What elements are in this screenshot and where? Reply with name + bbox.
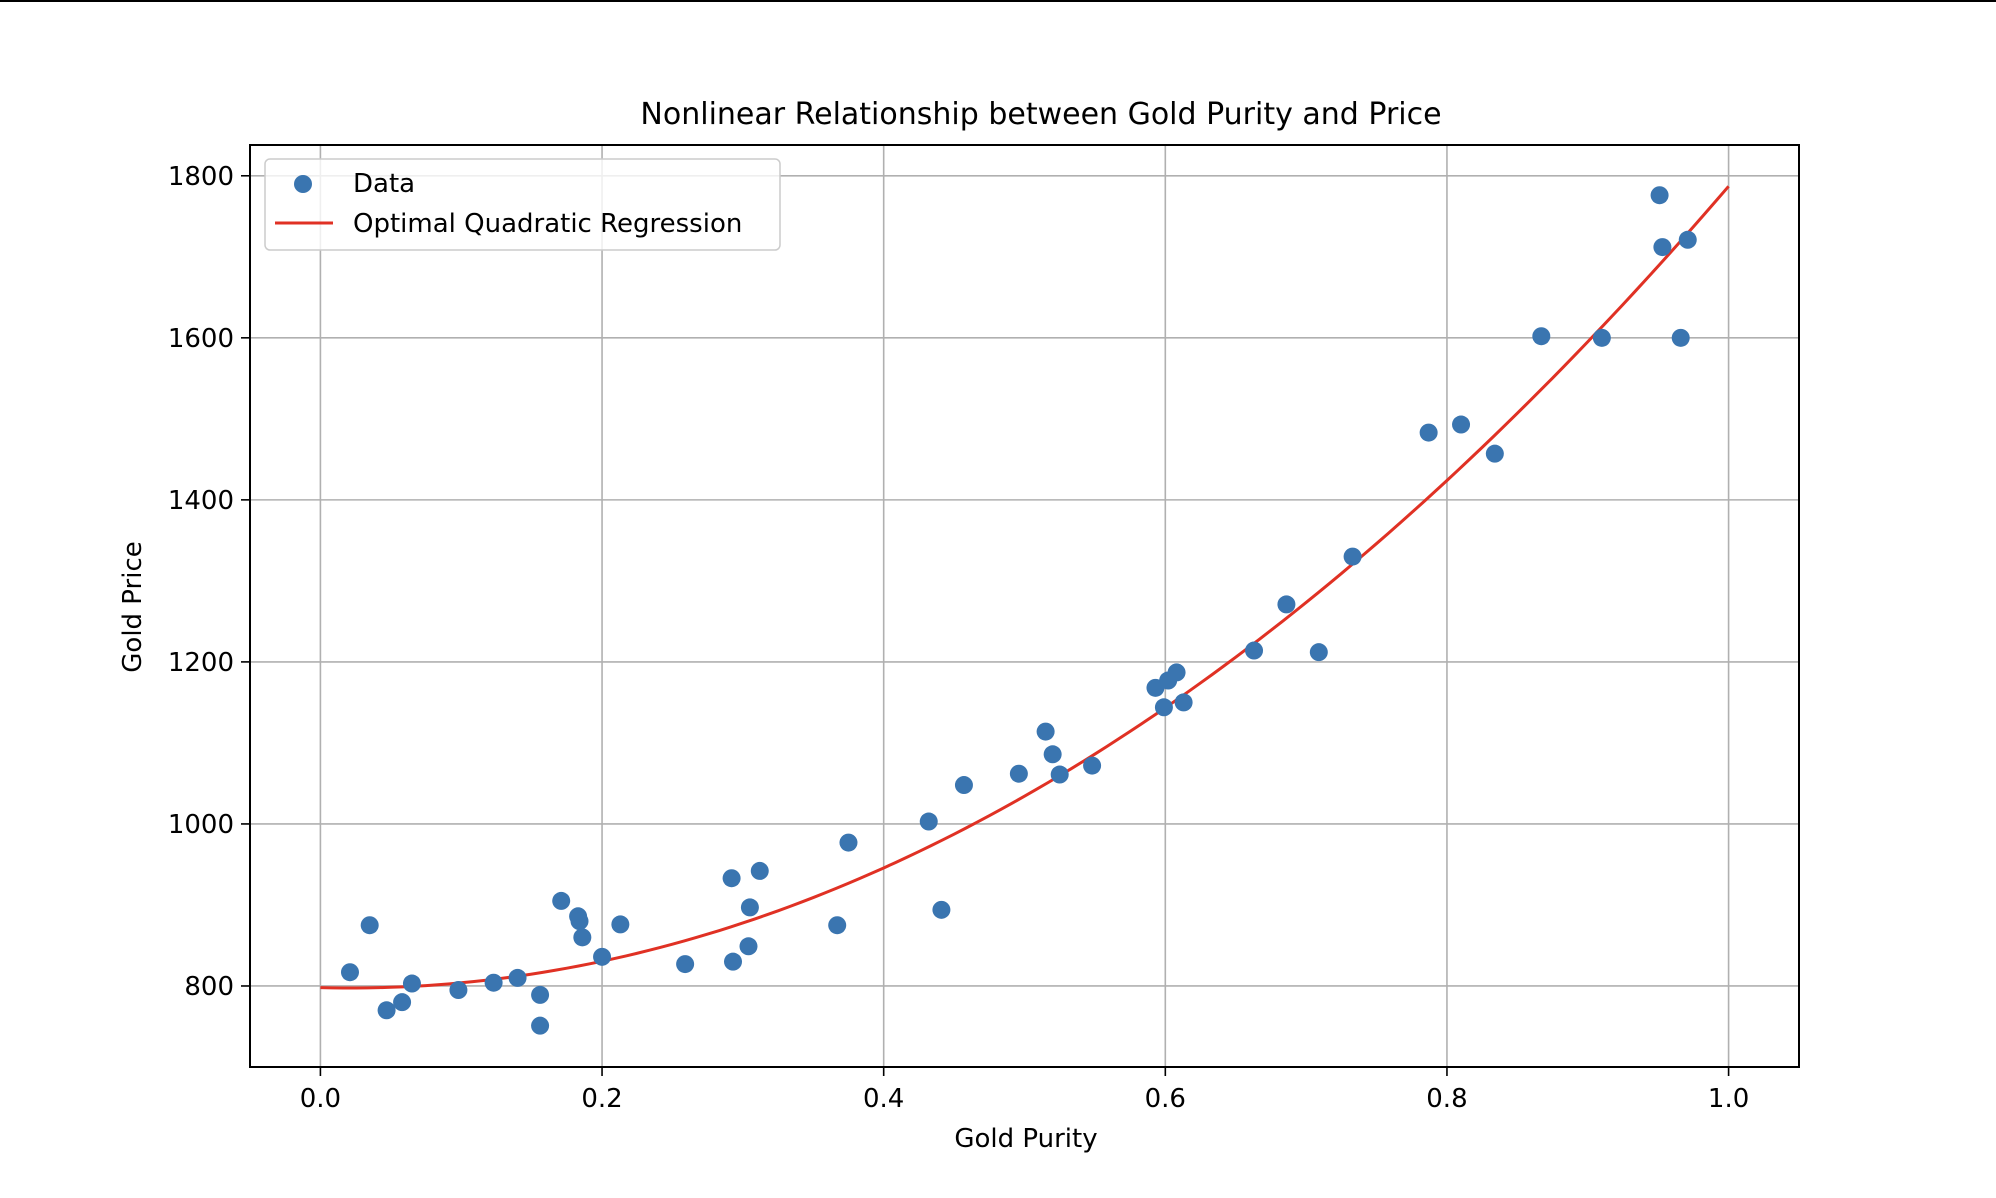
data-point	[1343, 547, 1362, 566]
data-point	[531, 985, 550, 1004]
data-point	[1245, 641, 1264, 660]
y-tick-label: 1400	[168, 486, 234, 516]
data-point	[508, 968, 527, 987]
data-point	[919, 812, 938, 831]
data-point	[573, 928, 592, 947]
data-point	[1485, 444, 1504, 463]
plot-frame	[249, 144, 1800, 1068]
data-point	[402, 974, 421, 993]
x-tick-label: 0.2	[581, 1084, 622, 1114]
grid-lines	[250, 145, 1799, 1067]
data-point	[740, 898, 759, 917]
y-tick-label: 1600	[168, 324, 234, 354]
x-tick-label: 0.8	[1426, 1084, 1467, 1114]
y-tick-label: 1200	[168, 648, 234, 678]
legend-data-marker	[294, 175, 312, 193]
data-point	[722, 869, 741, 888]
data-point	[1167, 663, 1186, 682]
data-point	[1050, 765, 1069, 784]
regression-curve-layer	[320, 185, 1730, 990]
data-point	[1452, 415, 1471, 434]
data-point	[1277, 595, 1296, 614]
data-point	[828, 916, 847, 935]
data-point	[484, 973, 503, 992]
data-point	[724, 952, 743, 971]
data-point	[954, 776, 973, 795]
x-tick-label: 1.0	[1708, 1084, 1749, 1114]
legend: Data Optimal Quadratic Regression	[264, 158, 781, 251]
data-point	[1154, 698, 1173, 717]
y-tick-label: 800	[184, 972, 234, 1002]
data-point	[531, 1016, 550, 1035]
data-point	[1653, 238, 1672, 257]
data-points	[340, 186, 1697, 1035]
top-border-line	[0, 0, 1996, 2]
data-point	[552, 891, 571, 910]
data-point	[1083, 756, 1102, 775]
data-point	[449, 981, 468, 1000]
data-point	[1678, 230, 1697, 249]
data-point	[750, 861, 769, 880]
chart-title: Nonlinear Relationship between Gold Puri…	[640, 97, 1441, 132]
data-point	[377, 1001, 396, 1020]
regression-curve	[320, 185, 1730, 990]
data-point	[1174, 693, 1193, 712]
data-point	[1009, 764, 1028, 783]
legend-box	[264, 158, 781, 251]
data-point	[1419, 423, 1438, 442]
data-point	[1650, 186, 1669, 205]
data-point	[570, 912, 589, 931]
data-point	[1309, 643, 1328, 662]
data-point	[1036, 722, 1055, 741]
data-point	[393, 993, 412, 1012]
data-point	[739, 937, 758, 956]
data-point	[1043, 745, 1062, 764]
y-tick-label: 1800	[168, 162, 234, 192]
x-axis-label: Gold Purity	[954, 1124, 1097, 1154]
data-point	[839, 833, 858, 852]
data-point	[360, 916, 379, 935]
data-point	[593, 947, 612, 966]
y-axis-label: Gold Price	[118, 541, 148, 672]
x-tick-label: 0.4	[863, 1084, 904, 1114]
data-point	[611, 915, 630, 934]
x-tick-label: 0.6	[1145, 1084, 1186, 1114]
data-point	[340, 963, 359, 982]
data-point	[1592, 328, 1611, 347]
legend-regression-label: Optimal Quadratic Regression	[353, 209, 742, 239]
data-point	[932, 900, 951, 919]
x-tick-label: 0.0	[300, 1084, 341, 1114]
legend-data-label: Data	[353, 169, 415, 199]
data-point	[1671, 328, 1690, 347]
y-tick-label: 1000	[168, 810, 234, 840]
data-point	[1532, 327, 1551, 346]
axis-ticks: 0.0 0.2 0.4 0.6 0.8 1.0 800 1000 1200 1400 1600 180…	[168, 162, 1749, 1114]
data-point	[676, 955, 695, 974]
